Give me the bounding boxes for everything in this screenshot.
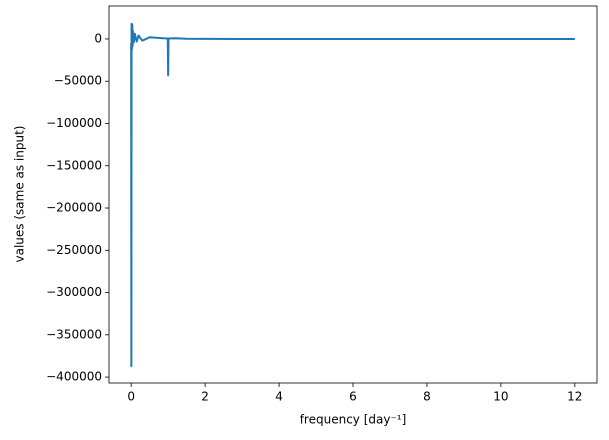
x-tick-label: 2 [201, 390, 209, 404]
y-tick-label: −400000 [46, 370, 102, 384]
x-tick-label: 10 [493, 390, 508, 404]
y-tick-label: −50000 [54, 74, 102, 88]
plot-frame [108, 5, 598, 384]
y-tick-label: −300000 [46, 285, 102, 299]
x-tick-label: 4 [275, 390, 283, 404]
y-axis-label: values (same as input) [13, 126, 27, 263]
y-tick-label: 0 [94, 31, 102, 45]
x-axis-label: frequency [day⁻¹] [300, 413, 407, 427]
x-tick-label: 12 [567, 390, 582, 404]
x-tick-label: 8 [423, 390, 431, 404]
line [130, 22, 575, 368]
y-tick-label: −100000 [46, 116, 102, 130]
y-tick-label: −350000 [46, 327, 102, 341]
x-tick-label: 6 [349, 390, 357, 404]
y-tick-label: −150000 [46, 158, 102, 172]
y-tick-label: −250000 [46, 243, 102, 257]
y-tick-label: −200000 [46, 201, 102, 215]
x-tick-label: 0 [127, 390, 135, 404]
